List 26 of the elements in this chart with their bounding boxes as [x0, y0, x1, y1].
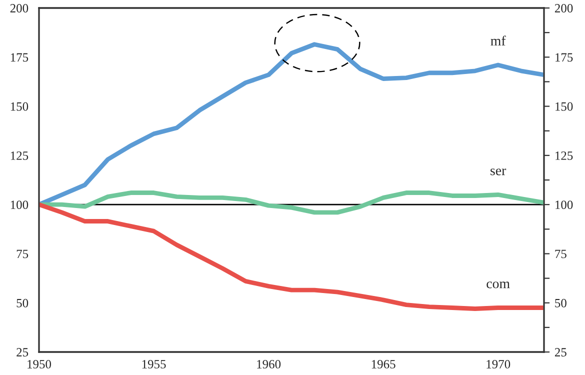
line-series [39, 190, 544, 215]
x-tick-label: 1960 [257, 360, 281, 368]
y2-tick-label: 200 [554, 4, 573, 12]
y2-tick-label: 75 [555, 250, 566, 258]
series-label: mf [490, 36, 506, 46]
series-label: com [486, 282, 510, 288]
y2-tick-label: 50 [555, 298, 566, 308]
line-series [39, 202, 544, 311]
y-tick-label: 75 [16, 250, 28, 258]
y2-tick-label: 25 [554, 348, 566, 356]
y-tick-label: 100 [10, 200, 28, 210]
y2-tick-label: 150 [556, 102, 573, 111]
x-tick-label: 1950 [28, 360, 52, 368]
y-tick-label: 25 [16, 348, 28, 356]
y-tick-label: 200 [10, 4, 28, 12]
x-tick-label: 1965 [372, 360, 396, 368]
y2-tick-label: 100 [556, 200, 573, 210]
y-tick-label: 50 [16, 298, 28, 308]
y-tick-label: 125 [10, 151, 28, 160]
x-tick-label: 1955 [142, 360, 166, 368]
y2-tick-label: 125 [556, 151, 573, 160]
y-tick-label: 175 [10, 53, 28, 62]
y2-tick-label: 175 [556, 53, 573, 62]
x-tick-label: 1970 [486, 360, 510, 368]
series-label: ser [490, 168, 506, 176]
y-tick-label: 150 [10, 102, 28, 111]
